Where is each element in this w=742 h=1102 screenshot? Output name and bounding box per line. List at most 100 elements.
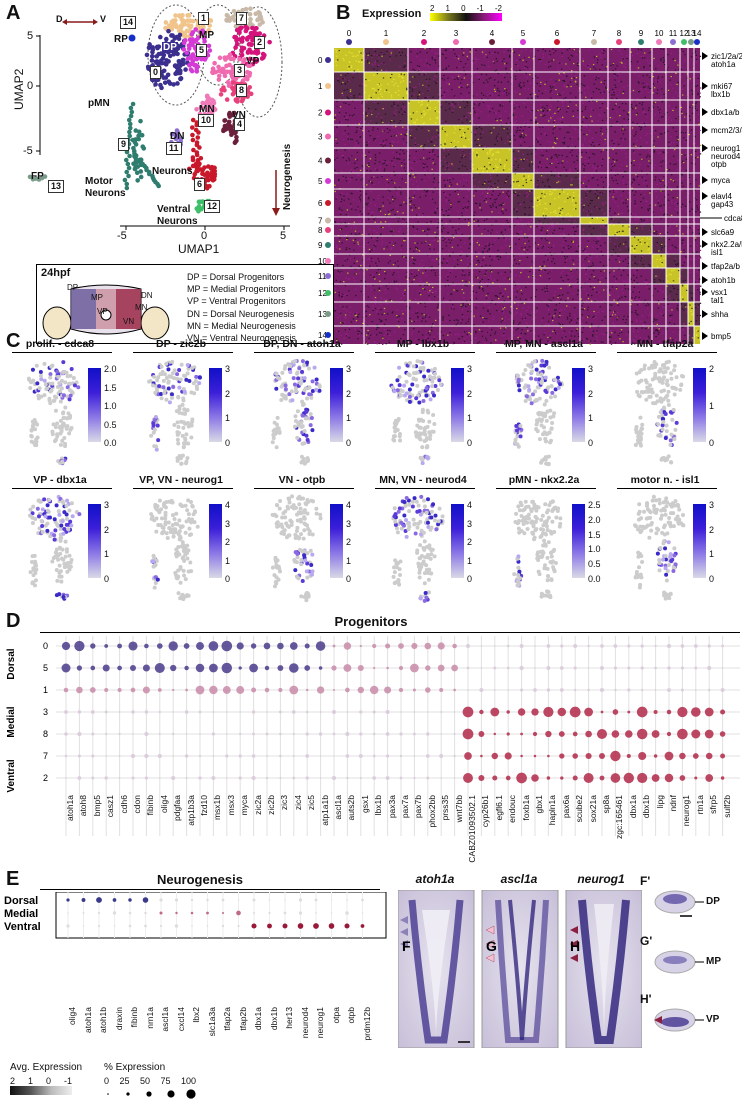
heatmap-speck [475,155,477,157]
heatmap-speck [482,170,484,173]
heatmap-speck [403,239,405,242]
heatmap-speck [426,228,429,230]
heatmap-speck [570,74,573,76]
heatmap-speck [433,153,435,155]
heatmap-speck [624,202,627,204]
heatmap-speck [582,84,585,86]
heatmap-speck [384,90,386,92]
heatmap-speck [452,164,454,166]
heatmap-speck [581,199,583,201]
heatmap-speck [505,89,508,91]
heatmap-speck [538,179,540,181]
heatmap-speck [641,90,643,92]
heatmap-speck [398,49,400,51]
heatmap-speck [619,50,621,52]
heatmap-speck [364,154,367,156]
heatmap-speck [591,217,593,220]
heatmap-speck [485,198,487,200]
heatmap-speck [582,63,585,65]
heatmap-speck [399,148,402,151]
heatmap-speck [599,244,602,247]
heatmap-speck [523,82,525,84]
schem-mp: MP [91,293,103,302]
heatmap-speck [595,132,597,134]
heatmap-speck [525,61,528,63]
heatmap-speck [602,219,604,222]
heatmap-speck [640,250,643,252]
heatmap-speck [472,168,474,170]
heatmap-speck [637,217,639,219]
heatmap-speck [601,49,603,52]
heatmap-speck [472,60,474,62]
heatmap-speck [601,209,604,211]
umap-point [186,23,191,28]
heatmap-speck [641,57,644,59]
heatmap-speck [547,140,549,142]
heatmap-speck [366,243,369,246]
heatmap-speck [561,100,564,102]
heatmap-speck [628,181,630,183]
heatmap-speck [536,184,539,186]
heatmap-speck [640,225,643,227]
heatmap-speck [356,130,358,132]
heatmap-speck [402,108,405,110]
heatmap-speck [523,73,526,75]
heatmap-speck [475,49,477,51]
heatmap-speck [583,133,585,136]
heatmap-speck [588,100,591,102]
heatmap-speck [402,218,404,220]
heatmap-speck [450,202,452,204]
heatmap-speck [535,169,537,171]
heatmap-speck [515,131,518,133]
heatmap-speck [499,160,501,162]
heatmap-speck [483,200,486,202]
heatmap-speck [402,220,405,223]
heatmap-speck [375,116,378,118]
heatmap-speck [567,146,569,148]
heatmap-speck [450,142,452,145]
heatmap-speck [561,189,563,191]
heatmap-speck [367,113,369,115]
heatmap-speck [612,63,615,65]
heatmap-speck [378,54,380,56]
heatmap-speck [562,117,564,119]
heatmap-speck [565,175,568,177]
heatmap-speck [612,158,614,160]
heatmap-speck [423,113,425,115]
heatmap-speck [585,106,587,108]
heatmap-speck [364,91,366,93]
heatmap-cell [580,217,608,224]
heatmap-cell [440,224,472,236]
heatmap-speck [365,112,367,114]
heatmap-speck [535,118,537,120]
heatmap-speck [436,169,439,171]
heatmap-speck [366,169,369,172]
heatmap-speck [548,61,550,63]
heatmap-speck [680,48,683,50]
heatmap-speck [478,78,480,81]
heatmap-speck [445,155,448,157]
heatmap-speck [569,59,571,61]
heatmap-speck [503,237,505,239]
heatmap-speck [447,232,449,234]
heatmap-speck [445,68,447,70]
heatmap-speck [335,149,338,152]
heatmap-speck [597,77,600,79]
heatmap-speck [377,226,379,228]
heatmap-speck [675,179,677,181]
heatmap-speck [659,232,661,235]
heatmap-speck [463,136,466,138]
heatmap-speck [588,49,590,51]
heatmap-speck [495,137,497,139]
heatmap-speck [334,190,336,193]
heatmap-speck [670,189,673,191]
heatmap-speck [599,68,601,70]
heatmap-speck [364,118,366,120]
heatmap-speck [361,105,363,107]
heatmap-speck [505,67,507,69]
heatmap-speck [343,89,346,91]
heatmap-speck [341,242,343,244]
heatmap-speck [462,207,464,210]
umap-point [178,136,184,142]
heatmap-speck [540,114,542,116]
